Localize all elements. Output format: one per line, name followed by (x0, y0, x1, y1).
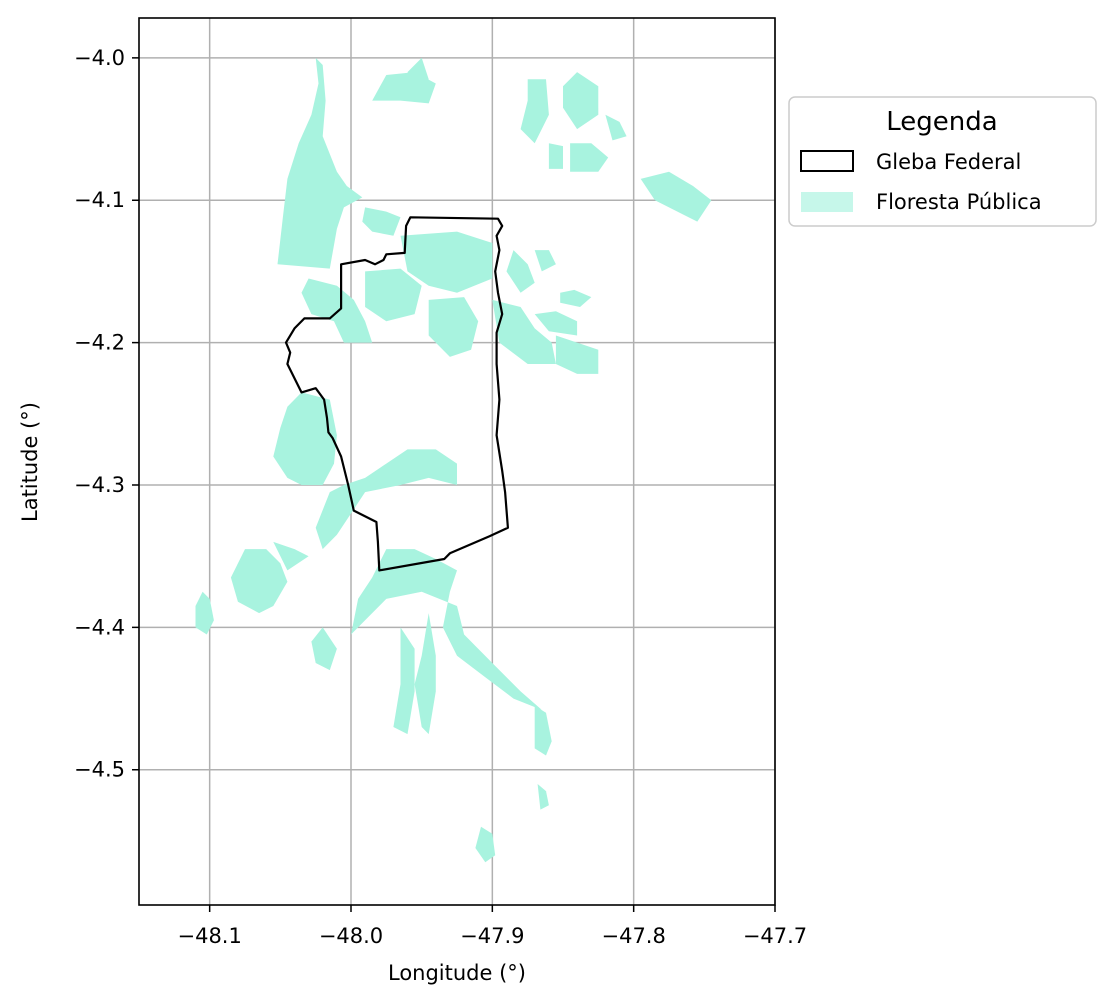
legend-swatch-gleba-federal (800, 150, 854, 172)
floresta-publica-polygon (640, 171, 712, 222)
x-axis-label: Longitude (°) (388, 961, 526, 985)
floresta-publica-polygon (492, 299, 556, 364)
legend-swatch-floresta-publica (801, 192, 853, 212)
legend-label-floresta-publica: Floresta Pública (876, 190, 1042, 214)
floresta-publica-polygon (475, 826, 496, 863)
floresta-publica-polygon (428, 297, 479, 357)
floresta-publica-polygon (605, 114, 627, 141)
floresta-publica-polygon (230, 549, 288, 614)
floresta-publica-polygon (277, 57, 363, 269)
y-tick-label: −4.5 (74, 758, 125, 782)
gleba-federal-layer (284, 216, 509, 572)
floresta-publica-polygon (365, 268, 422, 322)
floresta-publica-polygon (273, 392, 337, 485)
floresta-publica-polygon (555, 335, 599, 374)
x-tick-label: −47.9 (460, 924, 524, 948)
floresta-publica-polygon (393, 627, 415, 735)
y-tick-label: −4.0 (74, 46, 125, 70)
legend-label-gleba-federal: Gleba Federal (876, 150, 1021, 174)
floresta-publica-polygon (534, 250, 556, 272)
floresta-publica-polygon (520, 79, 549, 144)
x-tick-label: −48.0 (319, 924, 383, 948)
legend-box (788, 96, 1097, 227)
floresta-publica-polygon (534, 311, 578, 336)
floresta-publica-polygon (534, 705, 552, 756)
floresta-publica-polygon (311, 627, 337, 671)
y-tick-label: −4.1 (74, 188, 125, 212)
plot-frame (138, 17, 776, 906)
floresta-publica-polygon (273, 541, 309, 571)
legend: Legenda Gleba Federal Floresta Pública (788, 96, 1097, 227)
floresta-publica-polygon (414, 613, 436, 735)
x-tick-label: −47.8 (601, 924, 665, 948)
floresta-publica-polygon (560, 289, 592, 307)
floresta-publica-polygon (548, 143, 563, 169)
x-tick-label: −47.7 (743, 924, 807, 948)
floresta-publica-polygon (195, 591, 214, 635)
gleba-federal-outline (284, 216, 509, 572)
floresta-publica-polygon (563, 72, 599, 130)
floresta-publica-polygon (506, 250, 535, 293)
y-tick-label: −4.3 (74, 473, 125, 497)
legend-title: Legenda (886, 107, 997, 137)
floresta-publica-polygon (400, 231, 493, 293)
y-tick-label: −4.4 (74, 615, 125, 639)
floresta-publica-polygon (301, 278, 373, 343)
x-ticks: −48.1 −48.0 −47.9 −47.8 −47.7 (177, 905, 807, 948)
floresta-publica-polygon (362, 207, 401, 236)
y-ticks: −4.0 −4.1 −4.2 −4.3 −4.4 −4.5 (74, 46, 139, 782)
floresta-publica-polygon (537, 784, 549, 810)
floresta-publica-layer (195, 57, 712, 863)
grid-lines (139, 18, 776, 905)
y-axis-label: Latitude (°) (18, 402, 42, 522)
floresta-publica-polygon (351, 549, 542, 710)
y-tick-label: −4.2 (74, 331, 125, 355)
floresta-publica-polygon (570, 143, 609, 172)
floresta-publica-polygon (315, 449, 457, 550)
x-tick-label: −48.1 (177, 924, 241, 948)
floresta-publica-polygon (407, 57, 429, 94)
